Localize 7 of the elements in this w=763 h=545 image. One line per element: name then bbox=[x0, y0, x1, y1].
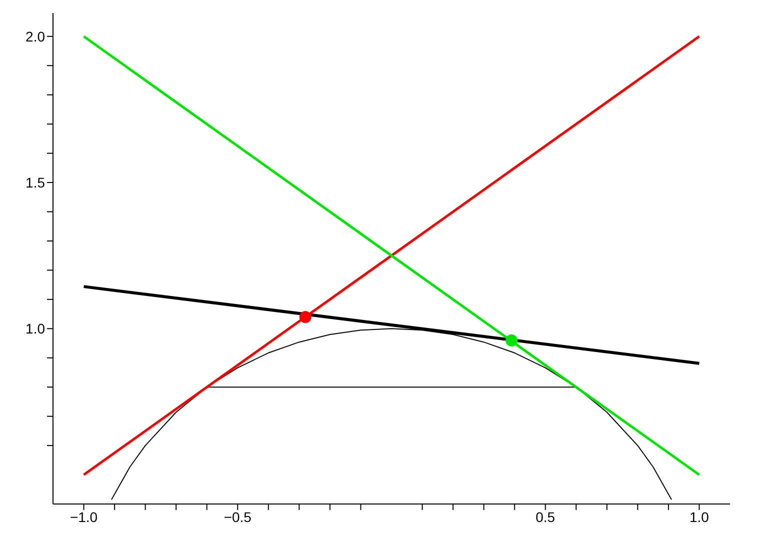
y-tick-label: 1.0 bbox=[26, 320, 46, 337]
x-tick-label: 1.0 bbox=[689, 508, 710, 525]
x-tick-label: −1.0 bbox=[70, 508, 98, 525]
y-tick-label: 2.0 bbox=[26, 28, 46, 44]
x-tick-label: 0.5 bbox=[536, 508, 556, 525]
y-tick-label: 1.5 bbox=[26, 174, 46, 190]
x-tick-label: −0.5 bbox=[224, 508, 252, 525]
